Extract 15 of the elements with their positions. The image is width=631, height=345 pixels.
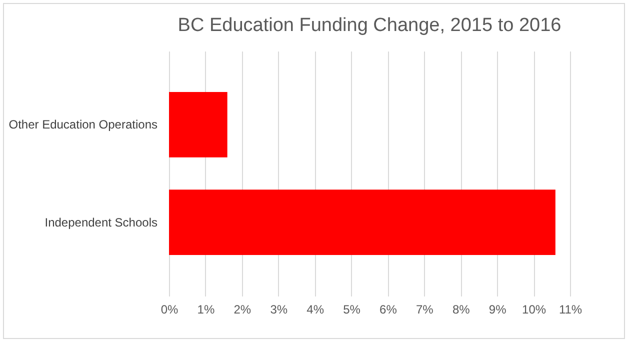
x-tick-label: 8% (452, 302, 470, 316)
x-tick-label: 5% (343, 302, 361, 316)
x-tick-label: 6% (380, 302, 398, 316)
x-tick-label: 9% (488, 302, 507, 316)
chart-title: BC Education Funding Change, 2015 to 2016 (178, 15, 562, 36)
x-tick-label: 3% (270, 302, 288, 316)
x-tick-label: 1% (197, 302, 215, 316)
y-tick-label: Independent Schools (44, 215, 158, 230)
x-tick-label: 11% (558, 302, 582, 316)
x-tick-label: 4% (306, 302, 324, 316)
x-tick-label: 7% (416, 302, 434, 316)
y-tick-label: Other Education Operations (8, 118, 158, 132)
x-tick-label: 10% (522, 302, 546, 316)
x-tick-label: 2% (234, 302, 252, 316)
x-tick-label: 0% (160, 302, 178, 316)
